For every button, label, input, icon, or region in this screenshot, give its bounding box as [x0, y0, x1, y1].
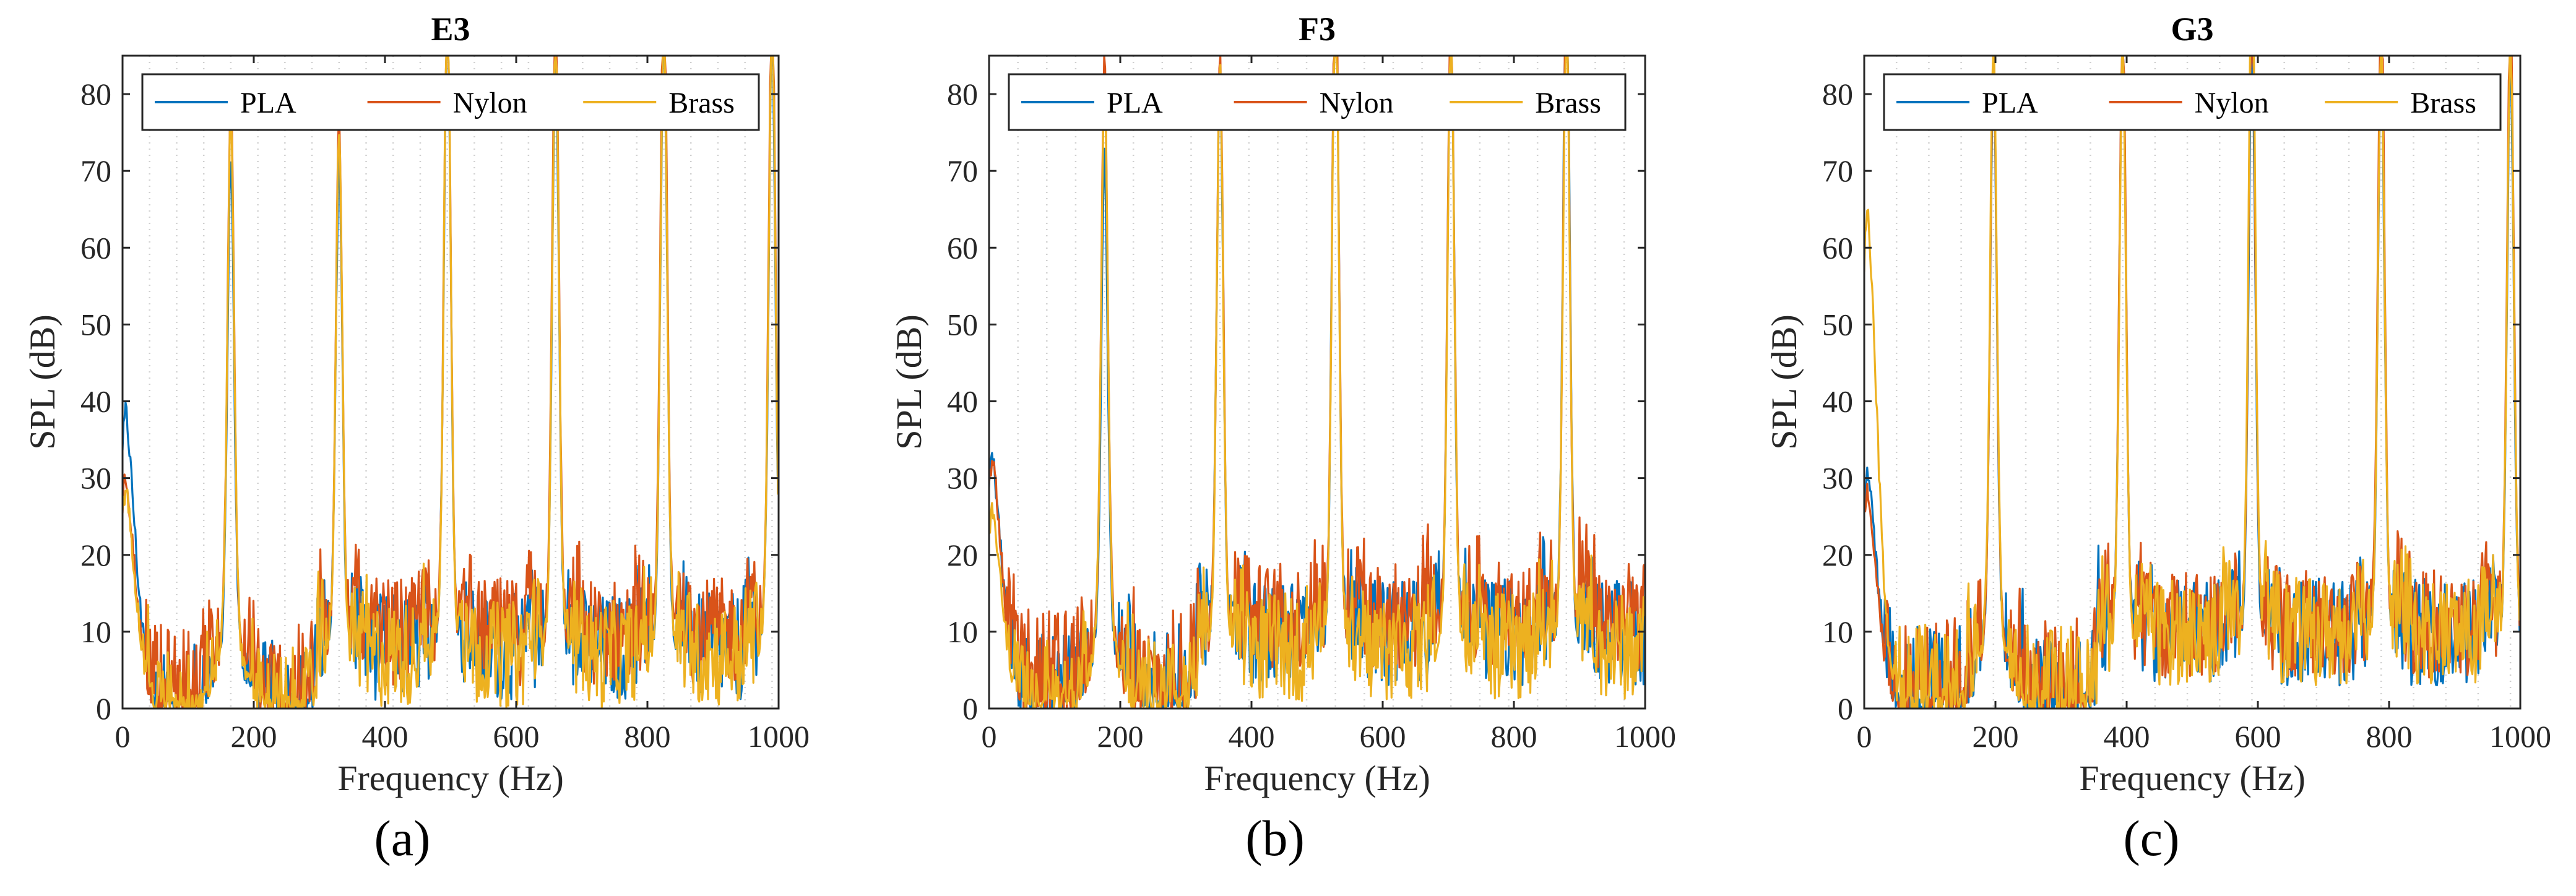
x-tick-label: 200 — [231, 719, 277, 754]
x-axis-label: Frequency (Hz) — [1204, 758, 1430, 798]
chart-title: G3 — [2171, 11, 2213, 48]
y-tick-label: 10 — [947, 614, 978, 649]
y-tick-label: 70 — [80, 153, 111, 188]
y-tick-label: 40 — [80, 384, 111, 419]
legend-label-nylon: Nylon — [453, 87, 527, 119]
panel-label-b: (b) — [1245, 810, 1305, 866]
y-tick-label: 0 — [962, 691, 978, 726]
y-tick-label: 30 — [947, 461, 978, 496]
series-group — [989, 56, 1645, 709]
y-tick-label: 20 — [1822, 538, 1853, 572]
y-tick-label: 80 — [1822, 77, 1853, 111]
x-tick-label: 200 — [1973, 719, 2019, 754]
x-tick-label: 400 — [2104, 719, 2150, 754]
series-line-brass — [1864, 56, 2520, 709]
x-tick-label: 1000 — [748, 719, 810, 754]
chart-title: E3 — [431, 11, 470, 48]
y-tick-label: 40 — [947, 384, 978, 419]
series-group — [1864, 56, 2520, 709]
y-tick-label: 20 — [80, 538, 111, 572]
x-tick-label: 0 — [1857, 719, 1872, 754]
x-tick-label: 600 — [1360, 719, 1406, 754]
legend-label-nylon: Nylon — [1320, 87, 1394, 119]
y-tick-label: 0 — [1838, 691, 1853, 726]
y-tick-label: 70 — [947, 153, 978, 188]
legend: PLA Nylon Brass — [1883, 73, 2502, 131]
chart-a: 0 200 400 600 800 1000 0 10 20 30 40 50 60 70 80 E3 Freq… — [22, 11, 810, 798]
legend-box — [1883, 73, 2502, 131]
y-tick-label: 10 — [1822, 614, 1853, 649]
panel-label-a: (a) — [374, 810, 431, 866]
x-tick-label: 600 — [493, 719, 540, 754]
legend-label-pla: PLA — [240, 87, 296, 119]
y-axis-label: SPL (dB) — [1764, 314, 1804, 450]
y-tick-label: 60 — [1822, 230, 1853, 265]
x-tick-label: 400 — [1229, 719, 1275, 754]
axes-box — [988, 54, 1646, 710]
legend-label-brass: Brass — [1535, 87, 1601, 119]
panel-label-c: (c) — [2123, 810, 2180, 866]
series-line-brass — [123, 56, 779, 709]
y-tick-label: 0 — [96, 691, 111, 726]
x-tick-label: 400 — [362, 719, 408, 754]
legend-label-pla: PLA — [1107, 87, 1163, 119]
legend-label-brass: Brass — [2410, 87, 2476, 119]
x-tick-label: 1000 — [1614, 719, 1676, 754]
y-tick-label: 30 — [80, 461, 111, 496]
y-tick-label: 50 — [1822, 307, 1853, 342]
legend: PLA Nylon Brass — [141, 73, 760, 131]
y-tick-label: 80 — [80, 77, 111, 111]
x-tick-label: 600 — [2235, 719, 2281, 754]
y-tick-label: 40 — [1822, 384, 1853, 419]
series-line-brass — [989, 56, 1645, 709]
chart-b: 0 200 400 600 800 1000 0 10 20 30 40 50 60 70 80 F3 Freq… — [889, 11, 1676, 798]
axes-box — [1863, 54, 2522, 710]
x-tick-label: 800 — [2366, 719, 2413, 754]
axes-box — [121, 54, 780, 710]
y-axis-label: SPL (dB) — [22, 314, 63, 450]
y-axis-label: SPL (dB) — [889, 314, 929, 450]
y-tick-label: 80 — [947, 77, 978, 111]
y-tick-label: 50 — [80, 307, 111, 342]
legend: PLA Nylon Brass — [1008, 73, 1627, 131]
x-tick-label: 0 — [115, 719, 131, 754]
x-tick-label: 800 — [1491, 719, 1537, 754]
y-tick-label: 50 — [947, 307, 978, 342]
x-tick-label: 800 — [625, 719, 671, 754]
y-tick-label: 60 — [947, 230, 978, 265]
y-tick-label: 10 — [80, 614, 111, 649]
y-tick-label: 70 — [1822, 153, 1853, 188]
y-tick-label: 20 — [947, 538, 978, 572]
legend-label-brass: Brass — [668, 87, 735, 119]
x-tick-label: 1000 — [2489, 719, 2551, 754]
chart-c: 0 200 400 600 800 1000 0 10 20 30 40 50 60 70 80 G3 Freq… — [1764, 11, 2551, 798]
legend-box — [1008, 73, 1627, 131]
x-axis-label: Frequency (Hz) — [2079, 758, 2306, 798]
x-axis-label: Frequency (Hz) — [337, 758, 564, 798]
legend-label-pla: PLA — [1982, 87, 2038, 119]
x-tick-label: 200 — [1097, 719, 1144, 754]
y-tick-label: 60 — [80, 230, 111, 265]
y-tick-label: 30 — [1822, 461, 1853, 496]
chart-title: F3 — [1299, 11, 1336, 48]
legend-box — [141, 73, 760, 131]
legend-label-nylon: Nylon — [2195, 87, 2269, 119]
x-tick-label: 0 — [982, 719, 997, 754]
